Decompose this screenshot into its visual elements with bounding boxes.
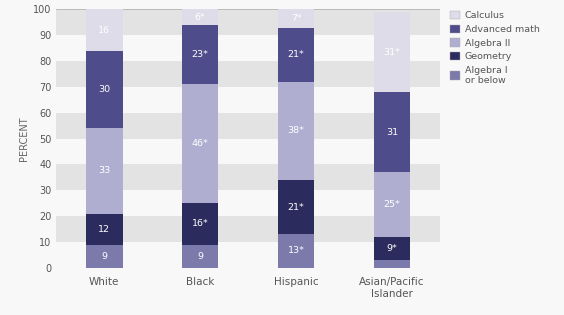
Bar <box>86 244 122 268</box>
Text: 21*: 21* <box>288 203 305 212</box>
Text: 30: 30 <box>98 85 111 94</box>
Text: 21*: 21* <box>288 50 305 59</box>
Bar <box>374 237 410 260</box>
Text: 25*: 25* <box>384 200 400 209</box>
Bar <box>374 12 410 92</box>
Text: 9: 9 <box>197 252 203 261</box>
Text: 38*: 38* <box>288 126 305 135</box>
Bar <box>278 82 314 180</box>
Bar <box>182 84 218 203</box>
Text: 6*: 6* <box>195 13 206 22</box>
Text: 31: 31 <box>386 128 398 137</box>
Bar <box>56 87 440 113</box>
Text: 7*: 7* <box>290 14 302 23</box>
Text: 46*: 46* <box>192 139 209 148</box>
Text: 16*: 16* <box>192 219 209 228</box>
Bar <box>86 9 122 51</box>
Bar <box>56 139 440 164</box>
Bar <box>278 9 314 27</box>
Bar <box>182 203 218 244</box>
Text: 9: 9 <box>102 252 107 261</box>
Bar <box>56 61 440 87</box>
Y-axis label: PERCENT: PERCENT <box>19 116 29 161</box>
Bar <box>278 27 314 82</box>
Bar <box>56 190 440 216</box>
Bar <box>56 216 440 242</box>
Bar <box>374 260 410 268</box>
Text: 13*: 13* <box>288 246 305 255</box>
Text: 12: 12 <box>98 225 111 233</box>
Bar <box>86 128 122 214</box>
Bar <box>278 234 314 268</box>
Bar <box>182 244 218 268</box>
Bar <box>56 113 440 139</box>
Bar <box>56 164 440 190</box>
Text: 9*: 9* <box>386 244 398 253</box>
Bar <box>86 51 122 128</box>
Bar <box>182 25 218 84</box>
Bar <box>278 180 314 234</box>
Bar <box>56 242 440 268</box>
Bar <box>374 172 410 237</box>
Bar <box>56 35 440 61</box>
Legend: Calculus, Advanced math, Algebra II, Geometry, Algebra I
or below: Calculus, Advanced math, Algebra II, Geo… <box>448 9 541 87</box>
Text: 31*: 31* <box>384 48 400 57</box>
Bar <box>374 92 410 172</box>
Bar <box>86 214 122 244</box>
Text: 23*: 23* <box>192 50 209 59</box>
Text: 16: 16 <box>98 26 111 35</box>
Bar <box>182 9 218 25</box>
Text: 33: 33 <box>98 166 111 175</box>
Bar <box>56 9 440 35</box>
